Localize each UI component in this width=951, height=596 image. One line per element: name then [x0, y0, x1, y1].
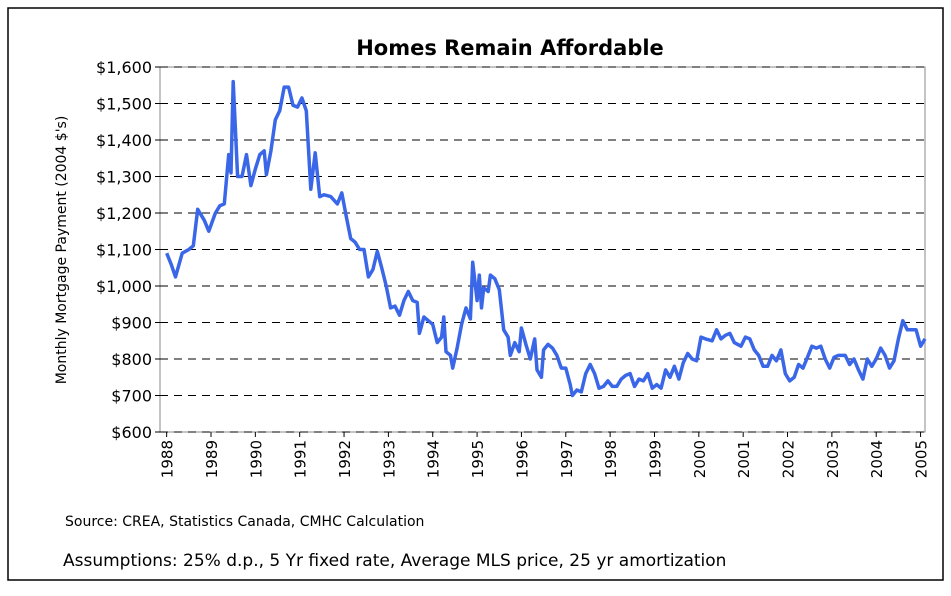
x-tick-label: 2000: [691, 440, 709, 478]
x-tick-label: 1992: [336, 440, 354, 478]
x-tick-label: 2003: [824, 440, 842, 478]
y-tick-label: $900: [111, 314, 152, 333]
x-tick-label: 1993: [380, 440, 398, 478]
chart-title: Homes Remain Affordable: [356, 36, 664, 60]
x-tick-label: 1998: [602, 440, 620, 478]
y-tick-label: $700: [111, 387, 152, 406]
x-tick-label: 2001: [735, 440, 753, 478]
x-tick-label: 1991: [292, 440, 310, 478]
x-tick-label: 1994: [425, 440, 443, 478]
y-tick-label: $800: [111, 350, 152, 369]
x-tick-label: 1990: [247, 440, 265, 478]
x-tick-label: 1989: [203, 440, 221, 478]
x-tick-label: 1996: [513, 440, 531, 478]
y-tick-label: $1,500: [96, 95, 152, 114]
x-tick-label: 2002: [780, 440, 798, 478]
x-tick-label: 2004: [868, 440, 886, 478]
x-tick-label: 1997: [558, 440, 576, 478]
y-axis-label: Monthly Mortgage Payment (2004 $'s): [54, 116, 70, 385]
note: Assumptions: 25% d.p., 5 Yr fixed rate, …: [63, 551, 726, 571]
y-tick-label: $600: [111, 423, 152, 442]
y-tick-label: $1,300: [96, 168, 152, 187]
y-tick-label: $1,100: [96, 241, 152, 260]
y-tick-label: $1,600: [96, 58, 152, 77]
x-tick-label: 1995: [469, 440, 487, 478]
x-tick-label: 1988: [159, 440, 177, 478]
source: Source: CREA, Statistics Canada, CMHC Ca…: [65, 514, 424, 530]
y-tick-label: $1,400: [96, 131, 152, 150]
x-tick-label: 1999: [646, 440, 664, 478]
data-line: [165, 79, 927, 398]
x-tick-label: 2005: [913, 440, 931, 478]
y-tick-label: $1,000: [96, 277, 152, 296]
y-tick-label: $1,200: [96, 204, 152, 223]
